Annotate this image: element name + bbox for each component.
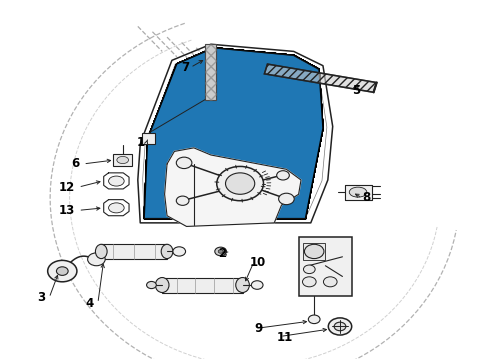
Ellipse shape <box>56 267 68 275</box>
Ellipse shape <box>225 173 255 194</box>
Ellipse shape <box>302 277 316 287</box>
PathPatch shape <box>144 48 323 219</box>
Ellipse shape <box>251 281 263 289</box>
Text: 5: 5 <box>352 84 361 97</box>
Ellipse shape <box>48 260 77 282</box>
Text: 3: 3 <box>37 291 45 305</box>
Text: 7: 7 <box>181 61 189 74</box>
Text: 1: 1 <box>137 136 145 149</box>
Polygon shape <box>345 185 372 200</box>
Text: 12: 12 <box>58 181 74 194</box>
Ellipse shape <box>349 187 367 197</box>
Text: 6: 6 <box>71 157 79 170</box>
Text: 9: 9 <box>255 322 263 335</box>
Text: 11: 11 <box>277 331 293 344</box>
Ellipse shape <box>109 176 124 186</box>
Ellipse shape <box>155 278 169 293</box>
Ellipse shape <box>96 244 107 258</box>
Ellipse shape <box>304 244 324 258</box>
Ellipse shape <box>236 278 249 293</box>
Ellipse shape <box>303 265 315 274</box>
Bar <box>114 154 132 166</box>
Text: 8: 8 <box>362 192 370 204</box>
Ellipse shape <box>147 282 156 289</box>
Polygon shape <box>205 44 216 100</box>
Bar <box>298 237 352 296</box>
Ellipse shape <box>109 203 124 213</box>
Ellipse shape <box>161 244 173 258</box>
Ellipse shape <box>176 196 189 205</box>
Text: 4: 4 <box>86 297 94 310</box>
Polygon shape <box>265 64 377 92</box>
Ellipse shape <box>218 249 223 253</box>
Ellipse shape <box>117 157 128 163</box>
Polygon shape <box>165 148 301 226</box>
Bar <box>303 243 325 260</box>
Bar <box>142 133 155 144</box>
Ellipse shape <box>173 247 186 256</box>
Bar <box>162 278 243 293</box>
Ellipse shape <box>217 166 264 201</box>
Ellipse shape <box>308 315 320 324</box>
Ellipse shape <box>323 277 337 287</box>
Ellipse shape <box>334 322 346 331</box>
Ellipse shape <box>88 253 105 266</box>
Text: 13: 13 <box>58 204 74 217</box>
Ellipse shape <box>328 318 352 335</box>
Text: 10: 10 <box>250 256 266 269</box>
Ellipse shape <box>279 193 294 204</box>
Text: 2: 2 <box>218 247 226 260</box>
Ellipse shape <box>176 157 192 168</box>
Ellipse shape <box>215 247 226 256</box>
Bar <box>101 244 167 258</box>
Ellipse shape <box>277 171 289 180</box>
